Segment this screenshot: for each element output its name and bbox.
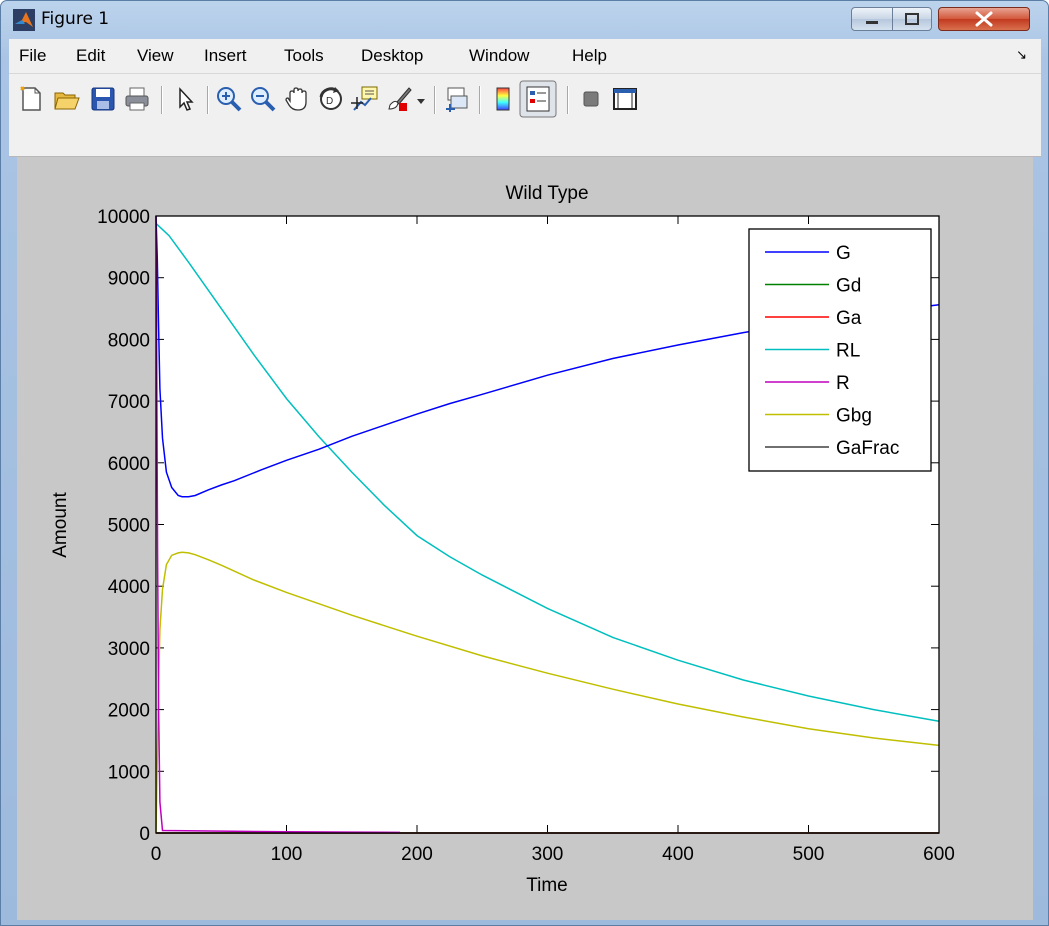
maximize-button[interactable] [892, 7, 932, 31]
y-tick-label: 7000 [108, 392, 150, 413]
save-icon[interactable] [89, 85, 117, 113]
dock-arrow-icon[interactable]: ↘ [1016, 48, 1027, 63]
x-tick-label: 300 [532, 844, 564, 865]
y-axis-label: Amount [50, 492, 71, 558]
legend-label-gbg: Gbg [836, 406, 872, 427]
y-tick-label: 3000 [108, 639, 150, 660]
y-tick-label: 5000 [108, 516, 150, 537]
legend[interactable]: G Gd Ga RL R Gbg GaFrac [748, 228, 932, 472]
maximize-icon [905, 13, 919, 25]
axes-box [155, 215, 940, 834]
zoom-in-icon[interactable] [215, 85, 243, 113]
chart-title: Wild Type [505, 183, 588, 204]
print-icon[interactable] [123, 85, 151, 113]
menu-bar: File Edit View Insert Tools Desktop Wind… [9, 39, 1041, 74]
menu-help[interactable]: Help [572, 46, 607, 65]
legend-label-r: R [836, 373, 850, 394]
brush-icon[interactable] [385, 85, 413, 113]
legend-label-gafrac: GaFrac [836, 438, 899, 459]
y-tick-label: 2000 [108, 701, 150, 722]
legend-label-gd: Gd [836, 276, 861, 297]
minimize-button[interactable] [851, 7, 893, 31]
y-tick-label: 4000 [108, 577, 150, 598]
hide-plot-tools-icon[interactable] [577, 85, 605, 113]
legend-label-rl: RL [836, 341, 860, 362]
y-tick-label: 9000 [108, 269, 150, 290]
toolbar-separator [434, 86, 436, 114]
menu-desktop[interactable]: Desktop [361, 46, 424, 65]
new-file-icon[interactable] [17, 85, 45, 113]
menu-edit[interactable]: Edit [76, 46, 106, 65]
menu-tools[interactable]: Tools [284, 46, 324, 65]
zoom-out-icon[interactable] [249, 85, 277, 113]
x-tick-label: 200 [401, 844, 433, 865]
pan-hand-icon[interactable] [283, 85, 311, 113]
series-line-g [155, 215, 940, 498]
y-tick-label: 10000 [97, 207, 150, 228]
svg-text:D: D [326, 96, 333, 107]
pointer-icon[interactable] [171, 85, 199, 113]
rotate-3d-icon[interactable]: D [317, 85, 345, 113]
matlab-logo-icon [13, 9, 35, 31]
close-icon [975, 11, 993, 27]
x-axis-label: Time [526, 875, 568, 896]
y-tick-label: 8000 [108, 330, 150, 351]
window-title: Figure 1 [41, 9, 110, 29]
toolbar-separator [567, 86, 569, 114]
menu-file[interactable]: File [19, 46, 47, 65]
series-line-r [155, 215, 401, 834]
show-plot-tools-icon[interactable] [611, 85, 639, 113]
y-tick-label: 1000 [108, 762, 150, 783]
legend-icon[interactable] [519, 80, 557, 118]
x-tick-label: 500 [793, 844, 825, 865]
minimize-icon [866, 21, 878, 24]
legend-label-g: G [836, 243, 851, 264]
link-plot-icon[interactable] [443, 85, 471, 113]
close-button[interactable] [938, 7, 1030, 31]
x-tick-label: 600 [923, 844, 955, 865]
toolbar-separator [161, 86, 163, 114]
menu-insert[interactable]: Insert [204, 46, 247, 65]
x-tick-label: 400 [662, 844, 694, 865]
legend-label-ga: Ga [836, 308, 862, 329]
y-tick-label: 0 [139, 824, 150, 845]
toolbar-separator [207, 86, 209, 114]
data-cursor-icon[interactable] [351, 85, 379, 113]
y-tick-label: 6000 [108, 454, 150, 475]
toolbar: D [9, 74, 1041, 157]
series-line-rl [155, 222, 940, 723]
x-tick-label: 0 [151, 844, 162, 865]
chevron-down-icon[interactable] [416, 98, 426, 106]
menu-window[interactable]: Window [469, 46, 530, 65]
x-tick-label: 100 [271, 844, 303, 865]
menu-view[interactable]: View [137, 46, 174, 65]
colorbar-icon[interactable] [489, 85, 517, 113]
series-line-gbg [155, 551, 940, 834]
title-bar[interactable]: Figure 1 [1, 1, 1048, 39]
toolbar-separator [479, 86, 481, 114]
open-folder-icon[interactable] [53, 85, 81, 113]
